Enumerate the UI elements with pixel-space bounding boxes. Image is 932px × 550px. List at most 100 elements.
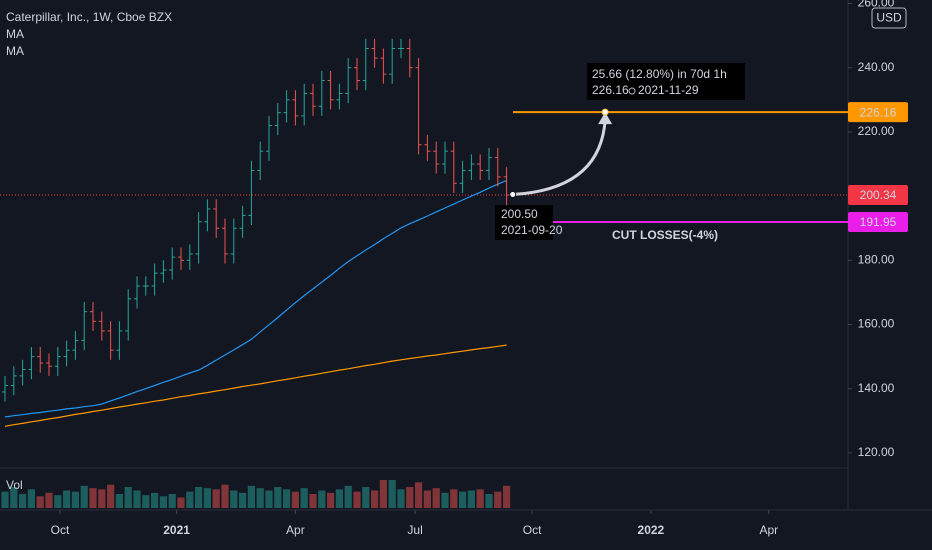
volume-bar <box>45 492 53 508</box>
plot-area <box>0 38 848 508</box>
volume-bar <box>326 492 335 508</box>
volume-bar <box>379 480 387 508</box>
volume-bar <box>168 494 176 508</box>
arrow-head <box>598 112 613 125</box>
volume-bar <box>274 487 282 508</box>
volume-bar <box>388 480 396 508</box>
projection-target-date: 2021-11-29 <box>638 83 699 97</box>
volume-label: Vol <box>6 478 23 492</box>
volume-bar <box>238 492 247 508</box>
volume-bar <box>476 489 484 508</box>
y-tick-label: 180.00 <box>858 252 895 266</box>
start-label-box <box>495 205 553 240</box>
x-tick-label: Oct <box>51 523 70 537</box>
y-tick-label: 160.00 <box>858 317 895 331</box>
volume-bar <box>291 491 299 508</box>
volume-bar <box>256 488 264 508</box>
moving-average <box>4 179 507 418</box>
last-price-label: 200.34 <box>860 188 897 202</box>
projection-label-box <box>587 63 745 100</box>
last-price-box <box>848 185 908 206</box>
volume-bar <box>54 495 62 508</box>
volume-bar <box>142 495 150 508</box>
volume-bar <box>203 488 212 508</box>
volume-bar <box>370 490 379 508</box>
projection-end <box>601 108 609 116</box>
price-level-label: 191.95 <box>860 215 897 229</box>
volume-bar <box>115 494 124 508</box>
volume-bar <box>300 488 308 508</box>
volume-bar <box>494 491 502 508</box>
price-level-label: 226.16 <box>860 105 897 119</box>
volume-bar <box>247 485 255 508</box>
volume-bar <box>485 494 493 508</box>
x-tick-label: 2021 <box>163 523 190 537</box>
start-date: 2021-09-20 <box>501 223 563 237</box>
volume-bar <box>221 484 229 508</box>
volume-bar <box>10 487 18 508</box>
volume-bar <box>265 490 273 508</box>
volume-bar <box>432 488 440 508</box>
volume-bar <box>309 494 317 508</box>
currency-label: USD <box>876 11 902 25</box>
volume-bar <box>362 487 370 508</box>
volume-bar <box>133 490 141 508</box>
volume-bar <box>230 490 238 508</box>
y-tick-label: 240.00 <box>858 60 895 74</box>
volume-bar <box>502 485 511 508</box>
x-tick-label: 2022 <box>638 523 665 537</box>
volume-bar <box>282 489 291 508</box>
y-tick-label: 120.00 <box>858 445 895 459</box>
projection-start <box>509 191 517 199</box>
volume-bar <box>80 485 88 508</box>
volume-bar <box>89 488 97 508</box>
volume-bar <box>186 491 194 508</box>
x-tick-label: Oct <box>523 523 542 537</box>
clock-icon <box>628 87 636 95</box>
projection-arrow <box>512 120 607 197</box>
start-price: 200.50 <box>501 207 538 221</box>
price-level-box <box>848 102 908 123</box>
volume-bar <box>159 496 168 508</box>
projection-text: 25.66 (12.80%) in 70d 1h <box>592 67 727 81</box>
volume-bar <box>397 489 405 508</box>
y-tick-label: 220.00 <box>858 124 895 138</box>
x-tick-label: Apr <box>286 523 305 537</box>
currency-box <box>871 7 907 29</box>
volume-bar <box>1 491 9 508</box>
volume-bar <box>414 482 423 508</box>
volume-bar <box>423 490 431 508</box>
volume-bar <box>406 487 414 508</box>
level-annotation: CUT LOSSES(-4%) <box>612 228 718 242</box>
volume-bar <box>71 491 80 508</box>
volume-bar <box>27 489 36 508</box>
volume-bar <box>124 487 132 508</box>
indicator-label: MA <box>6 27 24 41</box>
x-tick-label: Jul <box>407 523 422 537</box>
chart-title: Caterpillar, Inc., 1W, Cboe BZX <box>6 10 172 24</box>
indicator-label: MA <box>6 44 24 58</box>
volume-bar <box>195 487 203 508</box>
volume-bar <box>212 489 220 508</box>
projection-target-price: 226.16 <box>592 83 629 97</box>
volume-bar <box>107 484 115 508</box>
y-tick-label: 260.00 <box>858 0 895 10</box>
volume-bar <box>318 490 326 508</box>
x-tick-label: Apr <box>759 523 778 537</box>
volume-bar <box>151 492 159 508</box>
volume-bar <box>63 490 71 508</box>
moving-average <box>4 344 507 427</box>
volume-bar <box>344 485 352 508</box>
volume-bar <box>458 491 467 508</box>
volume-bar <box>450 489 458 508</box>
volume-bar <box>19 494 27 508</box>
y-tick-label: 140.00 <box>858 381 895 395</box>
price-level-box <box>848 211 908 232</box>
volume-bar <box>98 489 106 508</box>
volume-bar <box>36 496 44 508</box>
volume-bar <box>177 497 185 508</box>
volume-bar <box>335 489 343 508</box>
volume-bar <box>467 490 475 508</box>
